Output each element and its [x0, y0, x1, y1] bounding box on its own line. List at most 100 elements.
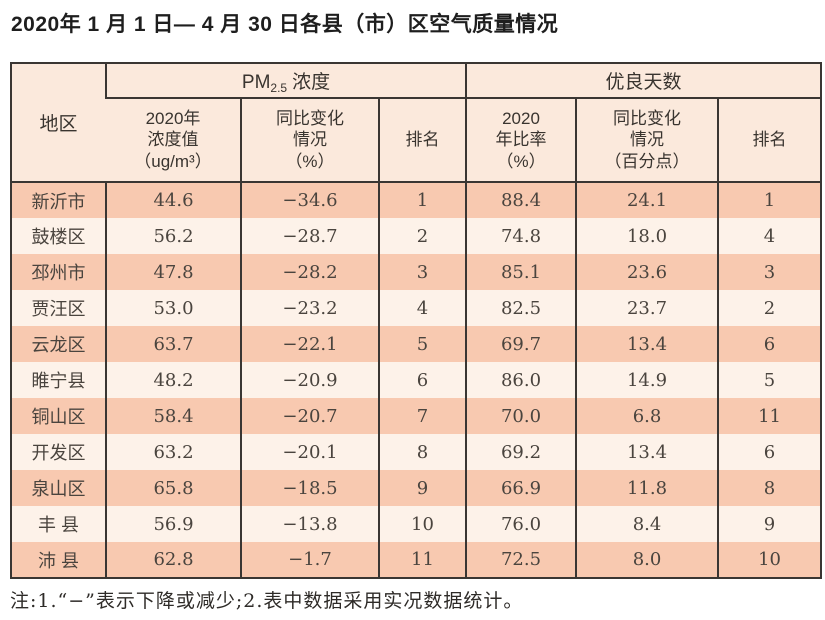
region-cell: 鼓楼区 — [11, 218, 106, 254]
good-rank-cell: 8 — [717, 470, 822, 506]
region-cell: 铜山区 — [11, 398, 106, 434]
good-ratio-cell: 86.0 — [465, 362, 577, 398]
good-ratio-cell: 74.8 — [465, 218, 577, 254]
pm-value-cell: 58.4 — [105, 398, 241, 434]
good-change-cell: 18.0 — [575, 218, 719, 254]
good-change-cell: 11.8 — [575, 470, 719, 506]
pm-value-cell: 44.6 — [105, 182, 241, 218]
table-row: 鼓楼区 56.2 −28.7 2 74.8 18.0 4 — [11, 218, 822, 254]
good-ratio-cell: 76.0 — [465, 506, 577, 542]
table-row: 泉山区 65.8 −18.5 9 66.9 11.8 8 — [11, 470, 822, 506]
table-header: 地区 PM2.5 浓度 优良天数 2020年 浓度值 （ug/m³） 同比变化 情… — [11, 63, 822, 183]
pm-change-cell: −1.7 — [240, 542, 379, 578]
pm-value-cell: 47.8 — [105, 254, 241, 290]
pm25-suffix: 浓度 — [292, 71, 331, 93]
pm25-label: PM — [241, 71, 271, 93]
pm-rank-cell: 11 — [377, 542, 467, 578]
region-cell: 泉山区 — [11, 470, 106, 506]
pm-rank-cell: 4 — [377, 290, 467, 326]
table-row: 云龙区 63.7 −22.1 5 69.7 13.4 6 — [11, 326, 822, 362]
footnote: 注:1.“−”表示下降或减少;2.表中数据采用实况数据统计。 — [10, 590, 524, 612]
table-row: 开发区 63.2 −20.1 8 69.2 13.4 6 — [11, 434, 822, 470]
region-cell: 新沂市 — [11, 182, 106, 218]
pm-rank-cell: 2 — [377, 218, 467, 254]
good-change-cell: 8.0 — [575, 542, 719, 578]
page-title: 2020年 1 月 1 日— 4 月 30 日各县（市）区空气质量情况 — [11, 13, 559, 36]
table-row: 邳州市 47.8 −28.2 3 85.1 23.6 3 — [11, 254, 822, 290]
good-change-cell: 23.6 — [575, 254, 719, 290]
pm-change-cell: −20.7 — [240, 398, 379, 434]
column-header-pm-rank: 排名 — [377, 98, 467, 183]
column-header-region: 地区 — [11, 63, 106, 183]
pm-change-cell: −28.2 — [240, 254, 379, 290]
pm-rank-cell: 7 — [377, 398, 467, 434]
pm-change-cell: −20.9 — [240, 362, 379, 398]
good-change-cell: 14.9 — [575, 362, 719, 398]
good-rank-cell: 1 — [717, 182, 822, 218]
pm25-subscript: 2.5 — [270, 80, 288, 95]
table-row: 铜山区 58.4 −20.7 7 70.0 6.8 11 — [11, 398, 822, 434]
region-cell: 云龙区 — [11, 326, 106, 362]
pm-value-cell: 56.9 — [105, 506, 241, 542]
pm-value-cell: 65.8 — [105, 470, 241, 506]
column-header-pm-value: 2020年 浓度值 （ug/m³） — [106, 98, 241, 183]
good-change-cell: 13.4 — [575, 434, 719, 470]
good-rank-cell: 2 — [717, 290, 822, 326]
good-ratio-cell: 88.4 — [465, 182, 577, 218]
table-row: 丰 县 56.9 −13.8 10 76.0 8.4 9 — [11, 506, 822, 542]
region-cell: 贾汪区 — [11, 290, 106, 326]
pm-change-cell: −34.6 — [240, 182, 379, 218]
region-cell: 邳州市 — [11, 254, 106, 290]
good-rank-cell: 6 — [717, 434, 822, 470]
pm-change-cell: −22.1 — [240, 326, 379, 362]
pm-change-cell: −20.1 — [240, 434, 379, 470]
table-row: 沛 县 62.8 −1.7 11 72.5 8.0 10 — [11, 542, 822, 578]
pm-value-cell: 48.2 — [105, 362, 241, 398]
column-header-good-rank: 排名 — [717, 98, 822, 183]
column-header-good-change: 同比变化 情况 （百分点） — [575, 98, 719, 183]
pm-change-cell: −18.5 — [240, 470, 379, 506]
pm-rank-cell: 6 — [377, 362, 467, 398]
pm-change-cell: −28.7 — [240, 218, 379, 254]
pm-change-cell: −13.8 — [240, 506, 379, 542]
region-cell: 沛 县 — [11, 542, 106, 578]
pm-rank-cell: 1 — [377, 182, 467, 218]
header-sub-row: 2020年 浓度值 （ug/m³） 同比变化 情况 （%） 排名 2020 年比… — [11, 98, 822, 183]
region-cell: 丰 县 — [11, 506, 106, 542]
good-rank-cell: 11 — [717, 398, 822, 434]
good-change-cell: 24.1 — [575, 182, 719, 218]
region-cell: 开发区 — [11, 434, 106, 470]
pm-value-cell: 63.7 — [105, 326, 241, 362]
pm-value-cell: 56.2 — [105, 218, 241, 254]
pm-rank-cell: 5 — [377, 326, 467, 362]
column-group-good-days: 优良天数 — [465, 63, 822, 99]
pm-value-cell: 63.2 — [105, 434, 241, 470]
table-row: 贾汪区 53.0 −23.2 4 82.5 23.7 2 — [11, 290, 822, 326]
pm-rank-cell: 9 — [377, 470, 467, 506]
good-change-cell: 23.7 — [575, 290, 719, 326]
table-row: 睢宁县 48.2 −20.9 6 86.0 14.9 5 — [11, 362, 822, 398]
pm-value-cell: 53.0 — [105, 290, 241, 326]
column-header-good-ratio: 2020 年比率 （%） — [465, 98, 577, 183]
pm-change-cell: −23.2 — [240, 290, 379, 326]
good-rank-cell: 3 — [717, 254, 822, 290]
good-change-cell: 6.8 — [575, 398, 719, 434]
good-ratio-cell: 69.7 — [465, 326, 577, 362]
good-ratio-cell: 85.1 — [465, 254, 577, 290]
good-ratio-cell: 72.5 — [465, 542, 577, 578]
region-cell: 睢宁县 — [11, 362, 106, 398]
good-rank-cell: 10 — [717, 542, 822, 578]
column-group-pm25: PM2.5 浓度 — [104, 63, 467, 99]
good-ratio-cell: 70.0 — [465, 398, 577, 434]
air-quality-table: 地区 PM2.5 浓度 优良天数 2020年 浓度值 （ug/m³） 同比变化 情… — [10, 62, 823, 579]
good-change-cell: 13.4 — [575, 326, 719, 362]
good-ratio-cell: 69.2 — [465, 434, 577, 470]
good-ratio-cell: 66.9 — [465, 470, 577, 506]
pm-rank-cell: 10 — [377, 506, 467, 542]
pm-rank-cell: 3 — [377, 254, 467, 290]
good-ratio-cell: 82.5 — [465, 290, 577, 326]
good-change-cell: 8.4 — [575, 506, 719, 542]
good-rank-cell: 4 — [717, 218, 822, 254]
column-header-pm-change: 同比变化 情况 （%） — [240, 98, 379, 183]
